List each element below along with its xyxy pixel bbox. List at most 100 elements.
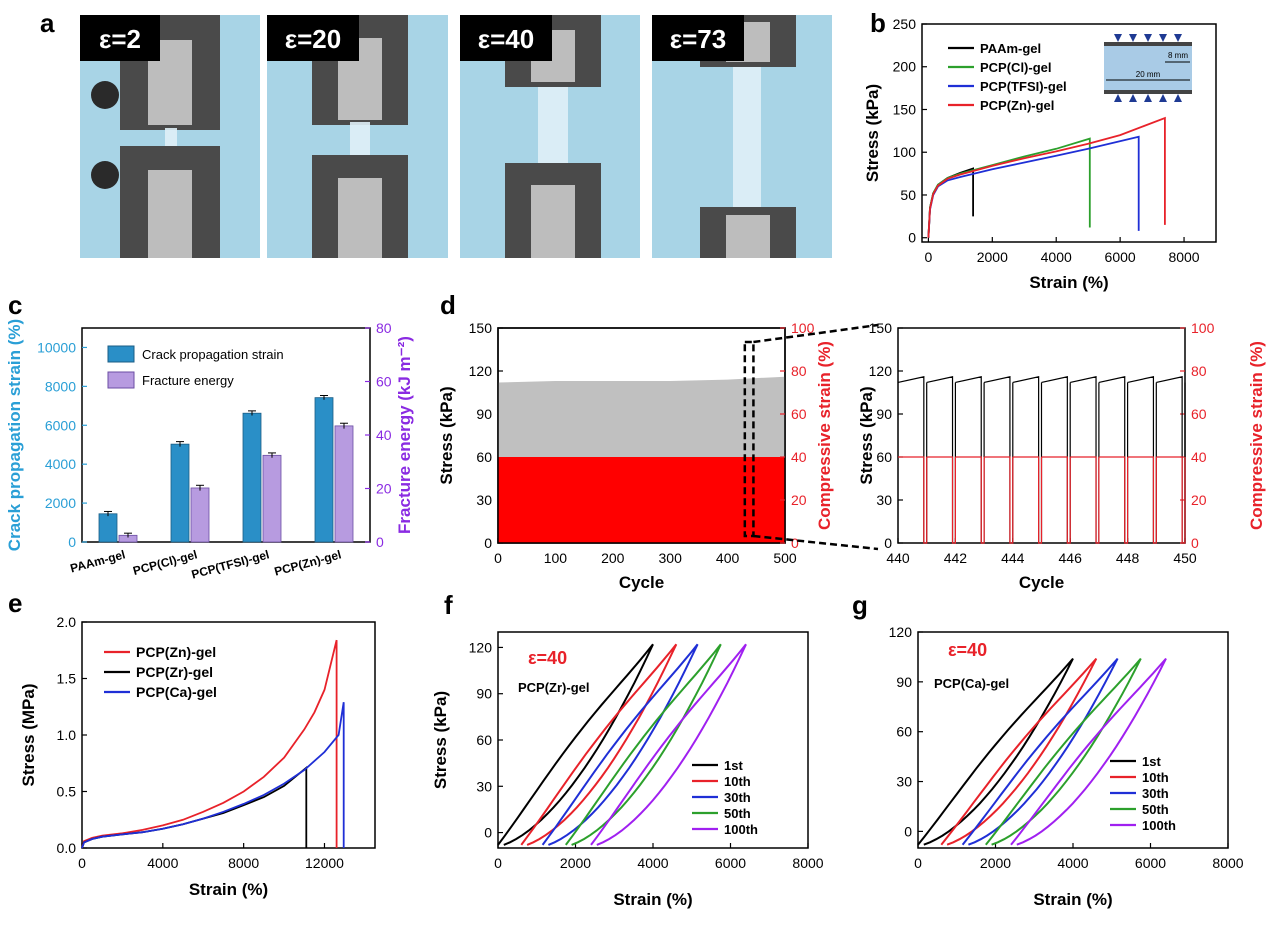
y-tick-label-g: 60 [896,724,912,740]
y-tick-label-b: 200 [893,59,917,75]
x-tick-label-g: 4000 [1057,855,1088,871]
photo-1: ε=2 [80,15,260,258]
x-tick-label-d1: 400 [716,550,740,566]
strain-cycles [898,456,1186,544]
photo-1-label-box [80,15,160,61]
y-tick-label-d2: 90 [876,406,892,422]
series-line-PCP(Zn)-gel [81,639,338,849]
x-tick-label-d2: 446 [1059,550,1083,566]
y2-tick-label-d2: 0 [1191,535,1199,551]
photo-2-label-box [267,15,359,61]
x-tick-label-d1: 100 [544,550,568,566]
x-tick-label-f: 2000 [560,855,591,871]
y-tick-label-e: 0.5 [57,784,77,800]
photo-1-knob-bottom [91,161,119,189]
legend-label-PCP(Zr)-gel: PCP(Zr)-gel [136,664,213,680]
y-tick-label-g: 30 [896,774,912,790]
photo-3: ε=40 [460,15,640,258]
x-tick-label-e: 8000 [228,855,259,871]
x-tick-label-e: 0 [78,855,86,871]
loop-50th [985,657,1142,846]
panel-g-sample-label: PCP(Ca)-gel [934,676,1009,691]
loop-1st [917,657,1074,846]
photo-3-specimen [538,87,568,165]
legend-label-100th: 100th [724,822,758,837]
panel-letter-g: g [852,590,868,620]
series-line-PCP(Zn)-gel [927,116,1166,238]
legend-label-PCP(Ca)-gel: PCP(Ca)-gel [136,684,217,700]
bar-crack-strain [242,412,262,543]
loop-10th [940,657,1098,846]
series-line-PCP(Ca)-gel [81,702,345,849]
y-tick-label-d2: 150 [869,320,893,336]
chart-f: f 0 2000 4000 6000 8000 0 30 60 90 120 Strain (%) St… [431,590,824,909]
loop-100th [590,643,747,846]
y2-tick-label-d1: 40 [791,449,807,465]
y-tick-label-g: 90 [896,674,912,690]
y-tick-label-c: 6000 [45,417,76,433]
loop-30th [961,657,1119,846]
panel-letter-e: e [8,588,22,618]
loop-30th [541,643,699,846]
x-tick-label-d1: 0 [494,550,502,566]
photo-2-specimen [350,122,370,157]
x-tick-label-e: 12000 [305,855,344,871]
photo-1-label: ε=2 [99,24,141,54]
x-tick-label-d2: 442 [944,550,968,566]
y-tick-label-f: 30 [476,778,492,794]
x-tick-label-d1: 200 [601,550,625,566]
inset-sample [1104,44,1192,92]
y2-tick-label-c: 40 [376,427,392,443]
y-axis-title-b: Stress (kPa) [863,84,882,182]
panel-f-sample-label: PCP(Zr)-gel [518,680,590,695]
x-tick-label-g: 8000 [1212,855,1243,871]
legend-label-100th: 100th [1142,818,1176,833]
x-tick-label-d2: 444 [1001,550,1025,566]
x-tick-label-f: 0 [494,855,502,871]
y-tick-label-e: 1.0 [57,727,77,743]
y-tick-label-d1: 120 [469,363,493,379]
x-tick-label-d2: 440 [886,550,910,566]
legend-label-1st: 1st [724,758,743,773]
category-label: PCP(Zn)-gel [273,547,343,578]
plot-frame-b [921,23,1217,243]
strain-area [498,457,785,543]
charts: b0 2000 4000 6000 8000050100150200250Strain … [5,8,1266,909]
y2-tick-label-d2: 40 [1191,449,1207,465]
x-axis-title-b: Strain (%) [1029,273,1108,292]
category-label: PAAm-gel [69,547,127,575]
y-tick-label-d1: 30 [476,492,492,508]
y-axis-title-c: Crack propagation strain (%) [5,319,24,551]
x-tick-label-f: 8000 [792,855,823,871]
photo-1-grip-bottom-plate [148,170,192,258]
y-tick-label-b: 150 [893,101,917,117]
y-tick-label-e: 1.5 [57,671,77,687]
y2-tick-label-d1: 0 [791,535,799,551]
legend-label-PCP(Cl)-gel: PCP(Cl)-gel [980,60,1052,75]
bar-fracture-energy [190,487,210,543]
y-tick-label-e: 2.0 [57,614,77,630]
y-tick-label-d2: 30 [876,492,892,508]
x-tick-label-g: 0 [914,855,922,871]
photo-1-knob-top [91,81,119,109]
y-tick-label-d1: 60 [476,449,492,465]
photo-3-grip-bottom-plate [531,185,575,258]
x-axis-title-d1: Cycle [619,573,664,592]
panel-f-strain-label: ε=40 [528,648,567,668]
y-tick-label-b: 100 [893,144,917,160]
x-tick-label-b: 8000 [1168,249,1199,265]
y-tick-label-d2: 0 [884,535,892,551]
inset-arrows-down [1114,94,1182,102]
inset-arrows-up [1114,34,1182,42]
legend-label-50th: 50th [724,806,751,821]
x-axis-title-g: Strain (%) [1033,890,1112,909]
photo-4-label-box [652,15,744,61]
legend-label-PCP(Zn)-gel: PCP(Zn)-gel [136,644,216,660]
series-line-PCP(TFSI)-gel [927,135,1140,238]
chart-e: e 0 4000 8000 12000 0.0 0.5 1.0 1.5 2.0 Strain (%)… [8,588,376,899]
bar-crack-strain [314,397,334,543]
legend-swatch-crack [107,345,135,363]
y-tick-label-f: 120 [469,639,493,655]
x-tick-label-g: 2000 [980,855,1011,871]
